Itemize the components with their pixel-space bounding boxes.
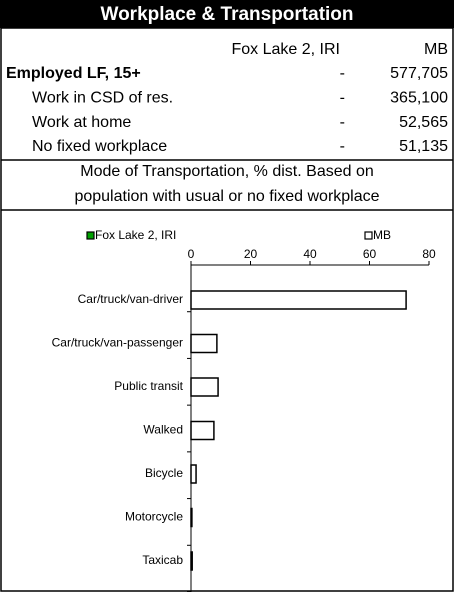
cell: 52,565: [399, 114, 448, 131]
bar: [190, 507, 193, 528]
frame: [0, 27, 454, 592]
category-label: Car/truck/van-passenger: [52, 336, 183, 350]
column-header: Fox Lake 2, IRI: [232, 41, 341, 58]
category-label: Public transit: [114, 379, 183, 393]
section-title: Mode of Transportation, % dist. Based on: [80, 163, 374, 180]
cell: -: [340, 138, 345, 155]
bar: [190, 420, 215, 441]
x-tick-label: 20: [244, 247, 258, 261]
x-tick-label: 60: [363, 247, 377, 261]
title-bar: [0, 0, 454, 28]
section-title: population with usual or no fixed workpl…: [74, 188, 379, 205]
row-label: Work in CSD of res.: [32, 90, 173, 107]
cell: 577,705: [390, 65, 448, 82]
category-label: Walked: [143, 423, 183, 437]
x-tick-label: 0: [188, 247, 195, 261]
legend-label: Fox Lake 2, IRI: [95, 228, 176, 242]
x-tick-label: 80: [422, 247, 436, 261]
bar: [190, 551, 193, 571]
row-label: Employed LF, 15+: [6, 65, 141, 82]
category-label: Motorcycle: [125, 510, 183, 524]
cell: -: [340, 114, 345, 131]
cell: 51,135: [399, 138, 448, 155]
title: Workplace & Transportation: [100, 4, 353, 25]
row-label: Work at home: [32, 114, 131, 131]
bar: [190, 377, 219, 397]
category-label: Taxicab: [142, 553, 183, 567]
legend-label: MB: [373, 228, 391, 242]
bar: [190, 290, 407, 310]
x-tick-label: 40: [303, 247, 317, 261]
category-label: Bicycle: [145, 466, 183, 480]
bar: [190, 333, 218, 354]
cell: 365,100: [390, 90, 448, 107]
cell: -: [340, 90, 345, 107]
row-label: No fixed workplace: [32, 138, 167, 155]
legend-swatch: [86, 231, 95, 240]
category-label: Car/truck/van-driver: [78, 292, 183, 306]
legend-swatch: [364, 231, 373, 240]
column-header: MB: [424, 41, 448, 58]
bar: [190, 464, 197, 484]
cell: -: [340, 65, 345, 82]
